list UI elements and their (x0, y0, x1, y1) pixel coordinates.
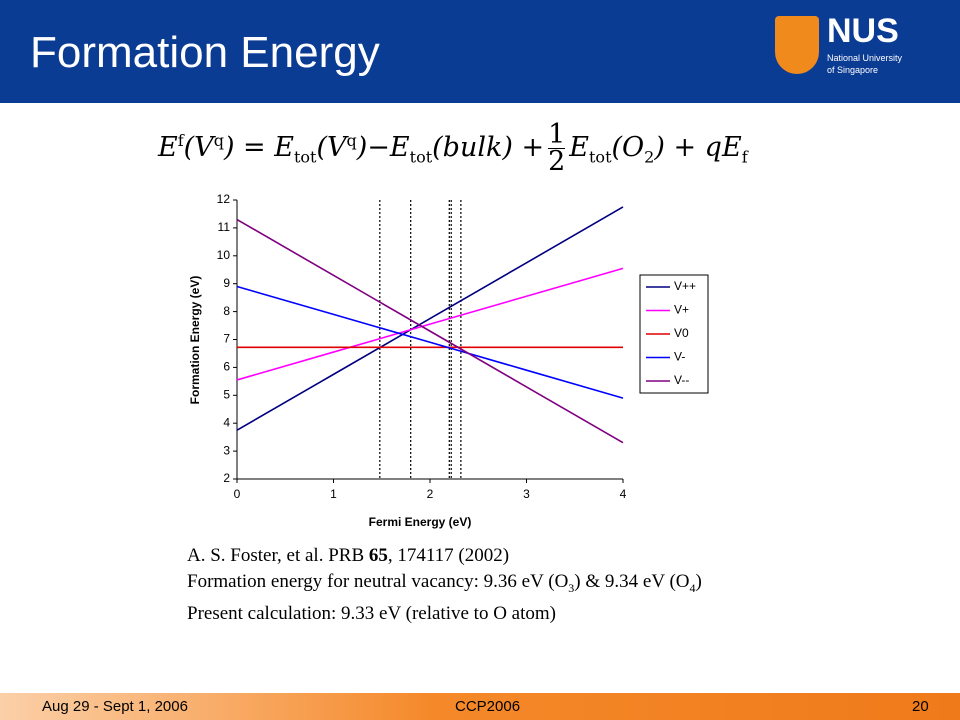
footer-date: Aug 29 - Sept 1, 2006 (42, 698, 188, 715)
eq-sup: q (213, 131, 224, 150)
footer: Aug 29 - Sept 1, 2006 CCP2006 20 (0, 693, 960, 720)
y-tick-label: 8 (223, 304, 230, 318)
eq-part: (bulk) + (432, 132, 545, 163)
equation: Ef(Vq) = Etot(Vq)−Etot(bulk) +1 2 Etot(O2)… (158, 119, 748, 177)
page-number: 20 (912, 698, 929, 715)
eq-sup: f (177, 131, 184, 150)
y-tick-label: 5 (223, 387, 230, 401)
header: Formation Energy NUS National University… (0, 0, 960, 103)
note-text: Formation energy for neutral vacancy: 9.… (187, 571, 569, 592)
chart: Fermi Energy (eV) Formation Energy (eV) … (188, 192, 709, 529)
eq-sub: tot (589, 147, 612, 167)
x-tick-label: 3 (523, 487, 530, 501)
note-text: ) & 9.34 eV (O (574, 571, 690, 592)
y-tick-label: 12 (217, 192, 231, 206)
logo-shield (775, 16, 819, 74)
note-line: Formation energy for neutral vacancy: 9.… (187, 569, 702, 601)
denominator: 2 (548, 146, 566, 177)
legend-label: V0 (674, 326, 689, 340)
x-tick-label: 1 (330, 487, 337, 501)
eq-sup: q (346, 131, 357, 150)
note-text: ) (695, 571, 702, 592)
y-tick-label: 6 (223, 360, 230, 374)
y-tick-label: 10 (217, 248, 231, 262)
numerator: 1 (548, 119, 566, 150)
series-line (236, 218, 624, 444)
eq-part: E (158, 132, 178, 163)
y-tick-label: 11 (218, 220, 231, 234)
logo-line: National University (827, 53, 903, 63)
eq-sub: tot (409, 147, 433, 167)
x-tick-label: 2 (427, 487, 434, 501)
eq-sub: f (741, 147, 748, 167)
series-line (236, 285, 624, 399)
logo-text: NUS (827, 12, 899, 50)
y-tick-label: 3 (223, 443, 230, 457)
y-axis-label: Formation Energy (eV) (188, 276, 202, 405)
eq-part: )−E (356, 132, 410, 163)
legend-label: V++ (674, 279, 696, 293)
eq-sub: 2 (644, 147, 655, 167)
legend-label: V-- (674, 373, 689, 387)
eq-part: (O (611, 132, 645, 163)
y-tick-label: 4 (223, 415, 230, 429)
y-tick-label: 7 (223, 332, 230, 346)
notes: A. S. Foster, et al. PRB 65, 174117 (200… (187, 543, 702, 627)
legend-label: V- (674, 350, 685, 364)
note-text: , 174117 (2002) (387, 545, 510, 566)
note-bold: 65 (368, 545, 388, 566)
note-line: A. S. Foster, et al. PRB 65, 174117 (200… (187, 543, 702, 569)
eq-part: (V (316, 132, 347, 163)
eq-part: ) + qE (654, 132, 742, 163)
note-line: Present calculation: 9.33 eV (relative t… (187, 602, 556, 624)
footer-event: CCP2006 (455, 698, 521, 715)
eq-part: (V (183, 132, 214, 163)
legend-label: V+ (674, 303, 689, 317)
y-tick-label: 9 (223, 276, 230, 290)
eq-part: ) = E (223, 132, 294, 163)
note-sub: 3 (568, 580, 575, 595)
x-tick-label: 0 (234, 487, 241, 501)
eq-sub: tot (293, 147, 317, 167)
note-text: A. S. Foster, et al. PRB (187, 545, 369, 566)
eq-part: E (569, 132, 589, 163)
series-line (236, 267, 624, 381)
x-tick-label: 4 (620, 487, 627, 501)
logo-line: of Singapore (827, 65, 879, 75)
logo: NUS National University of Singapore (775, 12, 915, 86)
y-tick-label: 2 (223, 471, 230, 485)
series-line (236, 206, 624, 431)
note-sub: 4 (689, 580, 696, 595)
slide-title: Formation Energy (30, 28, 380, 77)
x-axis-label: Fermi Energy (eV) (369, 515, 472, 529)
